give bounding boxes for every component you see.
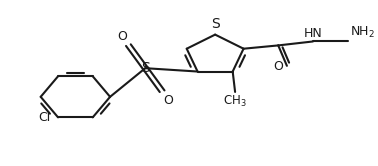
Text: O: O bbox=[163, 93, 173, 107]
Text: NH$_2$: NH$_2$ bbox=[350, 25, 375, 40]
Text: Cl: Cl bbox=[39, 111, 51, 124]
Text: CH$_3$: CH$_3$ bbox=[223, 94, 247, 109]
Text: O: O bbox=[273, 60, 283, 73]
Text: S: S bbox=[211, 17, 220, 31]
Text: S: S bbox=[141, 61, 150, 75]
Text: O: O bbox=[118, 30, 127, 43]
Text: HN: HN bbox=[304, 27, 323, 40]
